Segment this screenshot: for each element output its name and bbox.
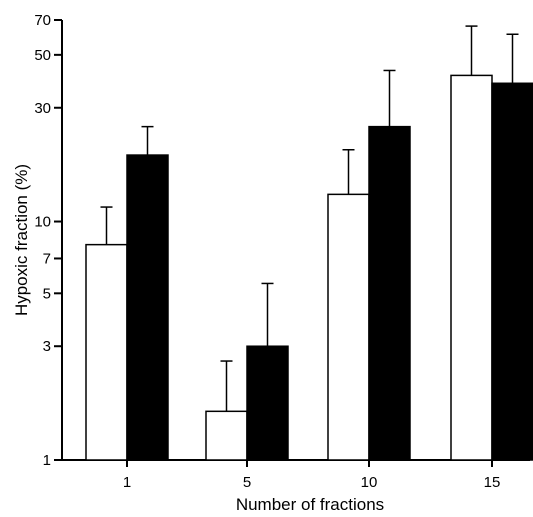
bar-open-5 [205, 410, 248, 461]
y-tick-label: 70 [34, 12, 51, 29]
bar-open-15 [450, 74, 493, 461]
x-axis-title: Number of fractions [236, 495, 384, 514]
bar-filled-5 [246, 345, 289, 461]
y-tick-label: 10 [34, 214, 51, 231]
y-tick-label: 7 [43, 250, 51, 267]
x-tick-label-10: 10 [361, 474, 378, 491]
bar-open-1 [85, 243, 128, 461]
y-tick-label: 3 [43, 338, 51, 355]
bar-filled-10 [368, 125, 411, 461]
x-tick-label-15: 15 [484, 474, 501, 491]
x-tick-label-5: 5 [243, 474, 251, 491]
bar-open-10 [327, 193, 370, 461]
y-tick-label: 50 [34, 47, 51, 64]
bar-filled-1 [126, 154, 169, 461]
y-tick-label: 5 [43, 285, 51, 302]
y-tick-label: 30 [34, 100, 51, 117]
y-tick-label: 1 [43, 452, 51, 469]
x-tick-label-1: 1 [123, 474, 131, 491]
bar-filled-15 [491, 82, 533, 461]
y-axis-title: Hypoxic fraction (%) [12, 164, 31, 316]
